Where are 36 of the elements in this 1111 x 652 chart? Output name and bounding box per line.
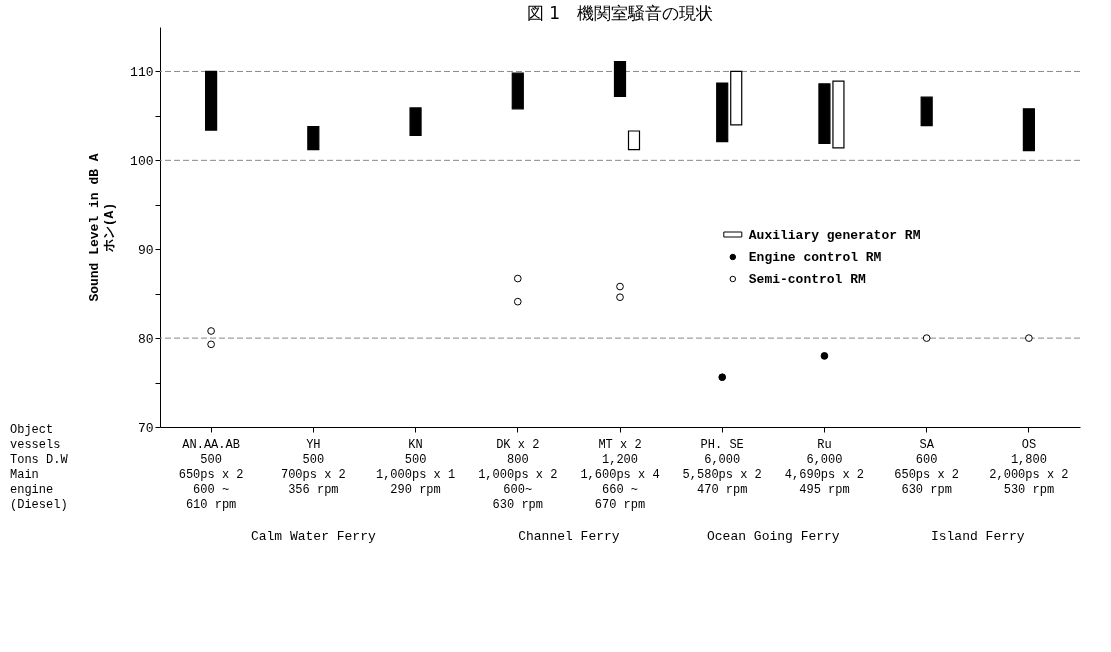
x-tick-label: AN.AA.AB 500 650ps x 2 600 ~ 610 rpm	[178, 437, 244, 512]
bar	[307, 125, 320, 151]
bar	[716, 82, 729, 143]
x-tick-label: DK x 2 800 1,000ps x 2 600~ 630 rpm	[478, 437, 558, 512]
text: Object vessels	[10, 423, 61, 452]
y-tick-label: 90	[137, 242, 154, 258]
y-tick-label: 80	[137, 331, 154, 347]
text: Ocean Going Ferry	[707, 529, 840, 544]
legend-label: Engine control RM	[748, 250, 882, 265]
x-tick-label: KN 500 1,000ps x 1 290 rpm	[375, 437, 456, 497]
y-tick-label: 70	[137, 420, 154, 436]
y-tick-label: 100	[130, 153, 154, 169]
legend-label: Auxiliary generator RM	[748, 228, 921, 243]
x-tick-label: Ru 6,000 4,690ps x 2 495 rpm	[784, 437, 865, 497]
bar	[511, 72, 524, 110]
x-tick-label: SA 600 650ps x 2 630 rpm	[894, 437, 960, 497]
bar	[920, 96, 933, 127]
legend-label: Semi-control RM	[748, 272, 867, 287]
text: Island Ferry	[930, 529, 1025, 544]
bar	[627, 130, 641, 151]
x-tick-label: PH. SE 6,000 5,580ps x 2 470 rpm	[682, 437, 762, 497]
x-tick-label: YH 500 700ps x 2 356 rpm	[280, 437, 346, 497]
x-tick-label: MT x 2 1,200 1,600ps x 4 660 ~ 670 rpm	[580, 437, 660, 512]
bar	[613, 61, 627, 97]
text: Main engine (Diesel)	[10, 468, 68, 512]
text: Tons D.W	[10, 453, 69, 467]
y-axis-title: Sound Level in dB A ホン(A)	[87, 153, 118, 302]
chart-title: 図 1 機関室騒音の現状	[526, 3, 714, 23]
x-tick-label: OS 1,800 2,000ps x 2 530 rpm	[989, 437, 1069, 497]
text: Channel Ferry	[518, 529, 620, 544]
bar	[1022, 108, 1035, 152]
bar	[205, 70, 218, 131]
y-tick-label: 110	[130, 64, 154, 80]
bar	[730, 70, 743, 126]
bar	[409, 107, 422, 137]
text: Calm Water Ferry	[250, 529, 376, 544]
